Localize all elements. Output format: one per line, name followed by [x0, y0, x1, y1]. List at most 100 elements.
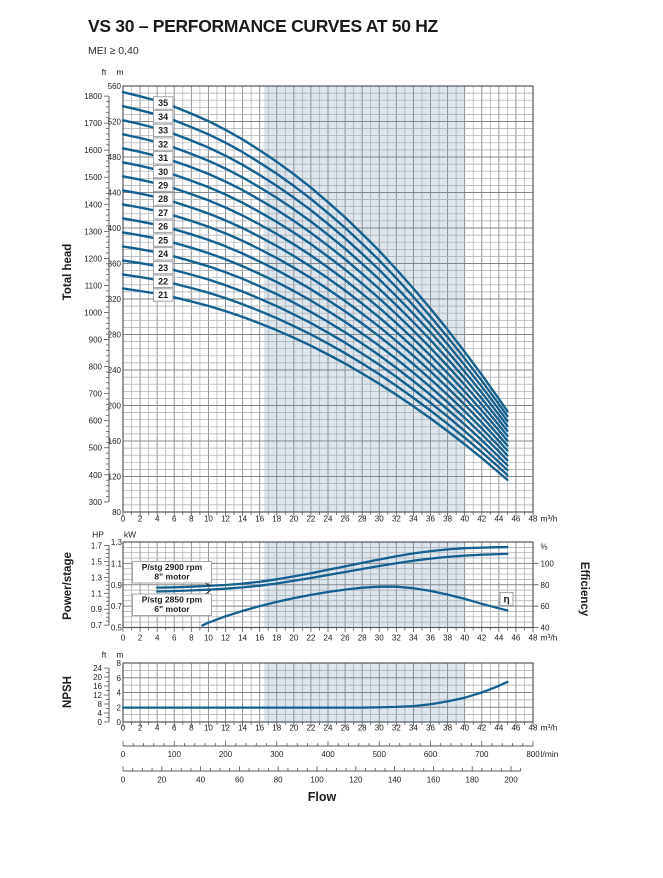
svg-text:16: 16: [255, 515, 264, 524]
svg-text:4: 4: [155, 515, 160, 524]
svg-text:40: 40: [460, 634, 469, 643]
svg-text:480: 480: [108, 153, 122, 162]
svg-text:22: 22: [306, 634, 315, 643]
svg-text:8: 8: [189, 634, 194, 643]
svg-text:26: 26: [341, 634, 350, 643]
svg-text:200: 200: [504, 776, 518, 785]
svg-text:30: 30: [375, 724, 384, 733]
svg-text:kW: kW: [124, 530, 136, 540]
svg-text:140: 140: [388, 776, 402, 785]
svg-text:42: 42: [477, 634, 486, 643]
stage-label-box-27: [152, 206, 174, 220]
head-curve-28-stages: [121, 189, 509, 447]
svg-text:24: 24: [324, 724, 333, 733]
stage-label-box-21: [152, 288, 174, 302]
svg-text:m³/h: m³/h: [541, 633, 558, 643]
svg-text:26: 26: [341, 724, 350, 733]
svg-text:10: 10: [204, 515, 213, 524]
head-curve-21-stages: [121, 287, 509, 482]
svg-text:30: 30: [375, 515, 384, 524]
head-curve-33-stages: [121, 119, 509, 423]
svg-text:44: 44: [494, 724, 503, 733]
svg-text:700: 700: [475, 750, 489, 759]
svg-text:P/stg 2850 rpm: P/stg 2850 rpm: [142, 595, 203, 605]
svg-text:22: 22: [158, 276, 168, 286]
svg-text:0: 0: [121, 515, 126, 524]
svg-text:HP: HP: [92, 530, 104, 540]
svg-text:4: 4: [117, 689, 122, 698]
svg-text:44: 44: [494, 634, 503, 643]
head-curve-35-stages: [121, 91, 509, 413]
svg-text:42: 42: [477, 515, 486, 524]
efficiency-curve: [201, 585, 509, 627]
svg-text:36: 36: [426, 515, 435, 524]
svg-text:20: 20: [289, 634, 298, 643]
svg-text:100: 100: [541, 559, 555, 568]
svg-text:1.3: 1.3: [111, 538, 123, 547]
svg-text:40: 40: [541, 624, 550, 633]
svg-text:ft: ft: [102, 650, 107, 660]
svg-text:29: 29: [158, 180, 168, 190]
svg-text:36: 36: [426, 634, 435, 643]
svg-text:34: 34: [409, 515, 418, 524]
head-chart: 0 2 4 6 8 10 12 14 16 18 20 22 24 26 28 30 32 34 36 38 40 42 4…: [84, 67, 558, 524]
svg-text:m³/h: m³/h: [541, 723, 558, 733]
svg-text:4: 4: [155, 634, 160, 643]
svg-text:400: 400: [321, 750, 335, 759]
svg-text:16: 16: [255, 634, 264, 643]
svg-text:20: 20: [93, 673, 102, 682]
flow-axis-label: Flow: [307, 790, 337, 804]
mei-rating: MEI ≥ 0,40: [88, 45, 139, 57]
svg-text:12: 12: [221, 634, 230, 643]
svg-text:48: 48: [529, 634, 538, 643]
svg-text:P/stg 2900 rpm: P/stg 2900 rpm: [142, 562, 203, 572]
svg-text:27: 27: [158, 208, 168, 218]
svg-text:160: 160: [108, 437, 122, 446]
svg-text:1.3: 1.3: [91, 573, 103, 582]
svg-text:33: 33: [158, 126, 168, 136]
svg-text:18: 18: [272, 634, 281, 643]
svg-text:14: 14: [238, 724, 247, 733]
svg-text:800: 800: [526, 750, 540, 759]
svg-text:ft: ft: [102, 67, 107, 77]
head-curve-30-stages: [121, 161, 509, 437]
svg-text:4: 4: [98, 709, 103, 718]
svg-text:20: 20: [289, 515, 298, 524]
svg-text:100: 100: [310, 776, 324, 785]
svg-text:26: 26: [158, 222, 168, 232]
svg-text:2: 2: [117, 703, 122, 712]
stage-label-box-28: [152, 192, 174, 206]
svg-text:0.5: 0.5: [111, 624, 123, 633]
svg-text:m: m: [116, 650, 123, 660]
svg-text:0.9: 0.9: [91, 605, 103, 614]
svg-text:24: 24: [93, 664, 102, 673]
svg-text:1200: 1200: [84, 254, 102, 263]
svg-text:46: 46: [511, 634, 520, 643]
svg-text:m³/h: m³/h: [541, 514, 558, 524]
svg-text:0: 0: [121, 776, 126, 785]
svg-text:120: 120: [349, 776, 363, 785]
svg-text:22: 22: [306, 724, 315, 733]
svg-text:0: 0: [117, 718, 122, 727]
stage-label-box-29: [152, 178, 174, 192]
svg-text:26: 26: [341, 515, 350, 524]
head-curve-34-stages: [121, 105, 509, 418]
svg-text:18: 18: [272, 515, 281, 524]
svg-text:8: 8: [189, 515, 194, 524]
svg-text:40: 40: [460, 724, 469, 733]
svg-text:560: 560: [108, 82, 122, 91]
svg-text:160: 160: [427, 776, 441, 785]
stage-label-box-35: [152, 96, 174, 110]
svg-text:31: 31: [158, 153, 168, 163]
svg-text:46: 46: [511, 724, 520, 733]
svg-text:0.7: 0.7: [111, 602, 123, 611]
svg-text:400: 400: [108, 224, 122, 233]
svg-text:200: 200: [108, 402, 122, 411]
head-curve-27-stages: [121, 203, 509, 452]
svg-text:18: 18: [272, 724, 281, 733]
svg-text:240: 240: [108, 366, 122, 375]
svg-text:300: 300: [89, 498, 103, 507]
svg-text:6: 6: [117, 674, 122, 683]
